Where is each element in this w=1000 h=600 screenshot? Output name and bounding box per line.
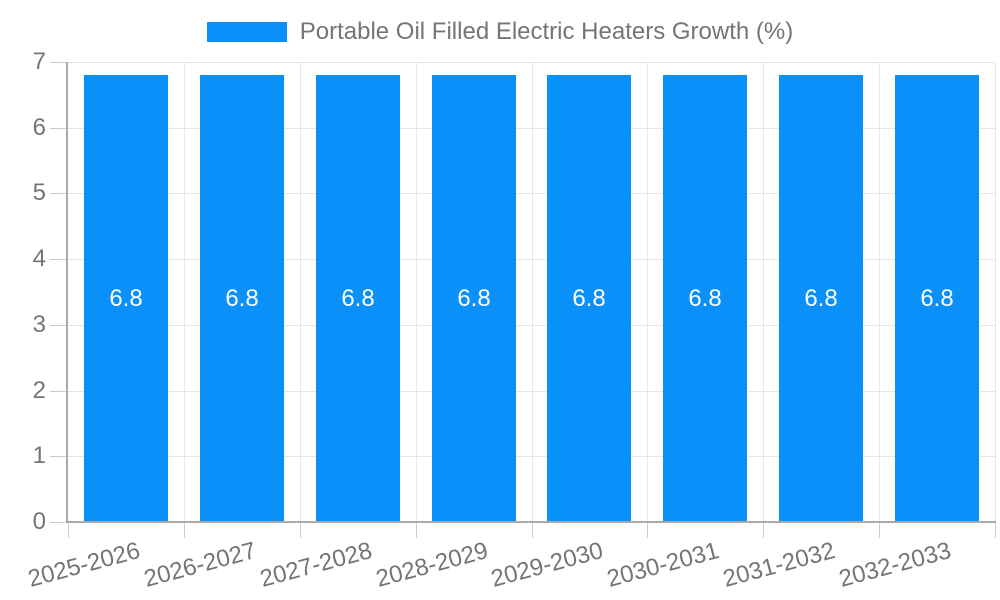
bar-value-label: 6.8 <box>688 285 722 312</box>
y-tick <box>50 325 68 326</box>
y-tick <box>50 391 68 392</box>
x-gridline <box>184 62 185 522</box>
bar[interactable] <box>200 75 284 522</box>
x-gridline <box>532 62 533 522</box>
legend-label: Portable Oil Filled Electric Heaters Gro… <box>299 18 794 45</box>
x-gridline <box>763 62 764 522</box>
x-gridline <box>995 62 996 522</box>
y-axis-label: 4 <box>32 245 46 272</box>
bar-value-label: 6.8 <box>457 285 491 312</box>
y-axis-label: 5 <box>32 179 46 206</box>
y-axis-line <box>66 62 68 523</box>
y-tick <box>50 522 68 523</box>
y-gridline <box>68 259 995 260</box>
y-gridline <box>68 193 995 194</box>
y-gridline <box>68 456 995 457</box>
bar-value-label: 6.8 <box>804 285 838 312</box>
bar-value-label: 6.8 <box>341 285 375 312</box>
x-tick <box>300 522 301 538</box>
y-gridline <box>68 62 995 63</box>
x-tick <box>647 522 648 538</box>
x-tick <box>532 522 533 538</box>
x-gridline <box>879 62 880 522</box>
chart-legend[interactable]: Portable Oil Filled Electric Heaters Gro… <box>0 18 1000 46</box>
y-axis-label: 1 <box>32 442 46 469</box>
legend-swatch <box>206 22 287 42</box>
x-tick <box>416 522 417 538</box>
x-tick <box>879 522 880 538</box>
y-gridline <box>68 325 995 326</box>
y-tick <box>50 193 68 194</box>
y-axis-label: 6 <box>32 114 46 141</box>
x-tick <box>995 522 996 538</box>
x-gridline <box>647 62 648 522</box>
bar-value-label: 6.8 <box>572 285 606 312</box>
x-axis-line <box>68 521 996 523</box>
y-axis-label: 3 <box>32 311 46 338</box>
bar[interactable] <box>547 75 631 522</box>
y-axis-label: 7 <box>32 48 46 75</box>
bar[interactable] <box>316 75 400 522</box>
x-gridline <box>416 62 417 522</box>
y-tick <box>50 62 68 63</box>
x-tick <box>763 522 764 538</box>
y-tick <box>50 259 68 260</box>
x-tick <box>68 522 69 538</box>
y-gridline <box>68 391 995 392</box>
x-tick <box>184 522 185 538</box>
y-axis-label: 2 <box>32 377 46 404</box>
y-tick <box>50 456 68 457</box>
bar-value-label: 6.8 <box>109 285 143 312</box>
y-gridline <box>68 128 995 129</box>
bar-value-label: 6.8 <box>920 285 954 312</box>
bar[interactable] <box>895 75 979 522</box>
bar[interactable] <box>779 75 863 522</box>
bar[interactable] <box>84 75 168 522</box>
bar-value-label: 6.8 <box>225 285 259 312</box>
bar[interactable] <box>432 75 516 522</box>
y-axis-label: 0 <box>32 508 46 535</box>
bar[interactable] <box>663 75 747 522</box>
y-tick <box>50 128 68 129</box>
x-gridline <box>300 62 301 522</box>
